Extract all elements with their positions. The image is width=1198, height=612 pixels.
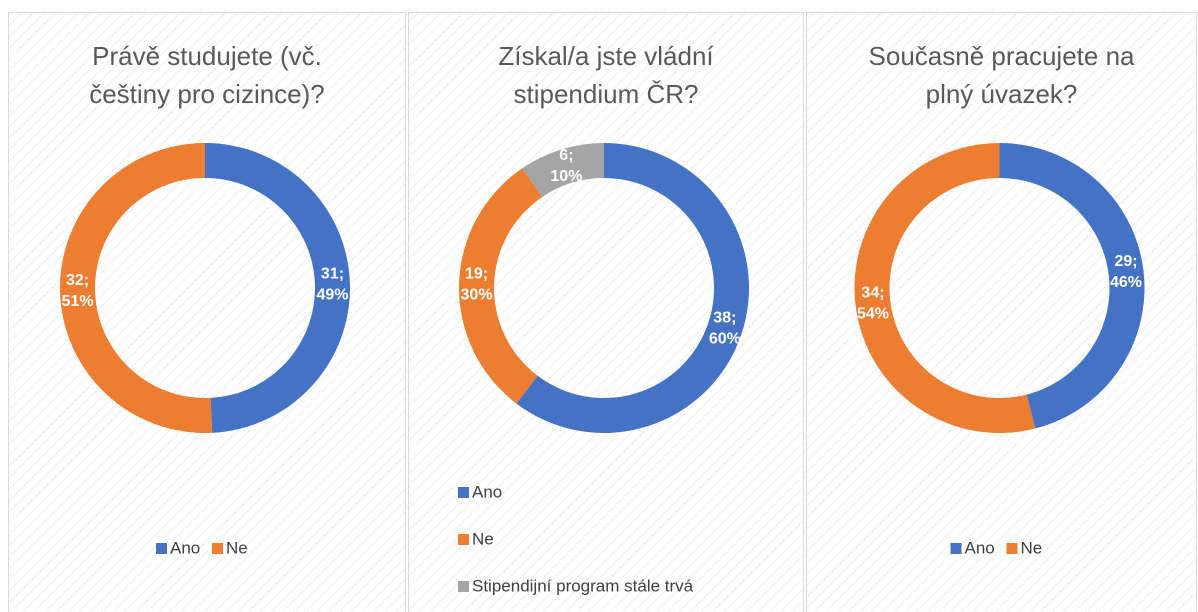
legend-swatch: [458, 581, 469, 592]
legend-swatch: [1006, 543, 1018, 554]
donut-segment: [522, 143, 604, 198]
data-label: 10%: [550, 168, 582, 185]
data-label: 31;: [321, 266, 344, 283]
legend-label: Ne: [1021, 538, 1043, 557]
chart-title: Získal/a jste vládní: [498, 41, 714, 71]
legend-swatch: [156, 543, 167, 554]
donut-segment: [516, 143, 749, 433]
legend-swatch: [458, 487, 469, 498]
data-label: 54%: [857, 306, 889, 323]
chart-title: češtiny pro cizince)?: [89, 79, 325, 109]
data-label: 51%: [62, 293, 94, 310]
legend-label: Ano: [170, 538, 200, 557]
data-label: 34;: [861, 285, 884, 302]
data-label: 6;: [559, 147, 573, 164]
legend-swatch: [212, 543, 223, 554]
data-label: 38;: [713, 309, 736, 326]
donut-segment: [854, 143, 1036, 433]
data-label: 19;: [465, 266, 488, 283]
legend-label: Stipendijní program stále trvá: [472, 576, 694, 595]
data-label: 29;: [1114, 253, 1137, 270]
data-label: 46%: [1110, 274, 1142, 291]
donut-segment: [60, 143, 213, 433]
legend-label: Ano: [965, 538, 995, 557]
chart-title: stipendium ČR?: [514, 79, 699, 109]
legend-label: Ne: [472, 529, 494, 548]
legend-swatch: [950, 543, 962, 554]
data-label: 60%: [709, 330, 741, 347]
donut-segment: [999, 143, 1145, 429]
legend-label: Ne: [226, 538, 248, 557]
data-label: 30%: [461, 287, 493, 304]
data-label: 32;: [66, 272, 89, 289]
data-label: 49%: [316, 287, 348, 304]
chart-title: plný úvazek?: [926, 79, 1078, 109]
legend-label: Ano: [472, 482, 502, 501]
chart-title: Právě studujete (vč.: [92, 41, 322, 71]
chart-title: Současně pracujete na: [869, 41, 1136, 71]
donut-segment: [458, 168, 543, 404]
donut-segment: [205, 143, 351, 433]
legend-swatch: [458, 534, 469, 545]
